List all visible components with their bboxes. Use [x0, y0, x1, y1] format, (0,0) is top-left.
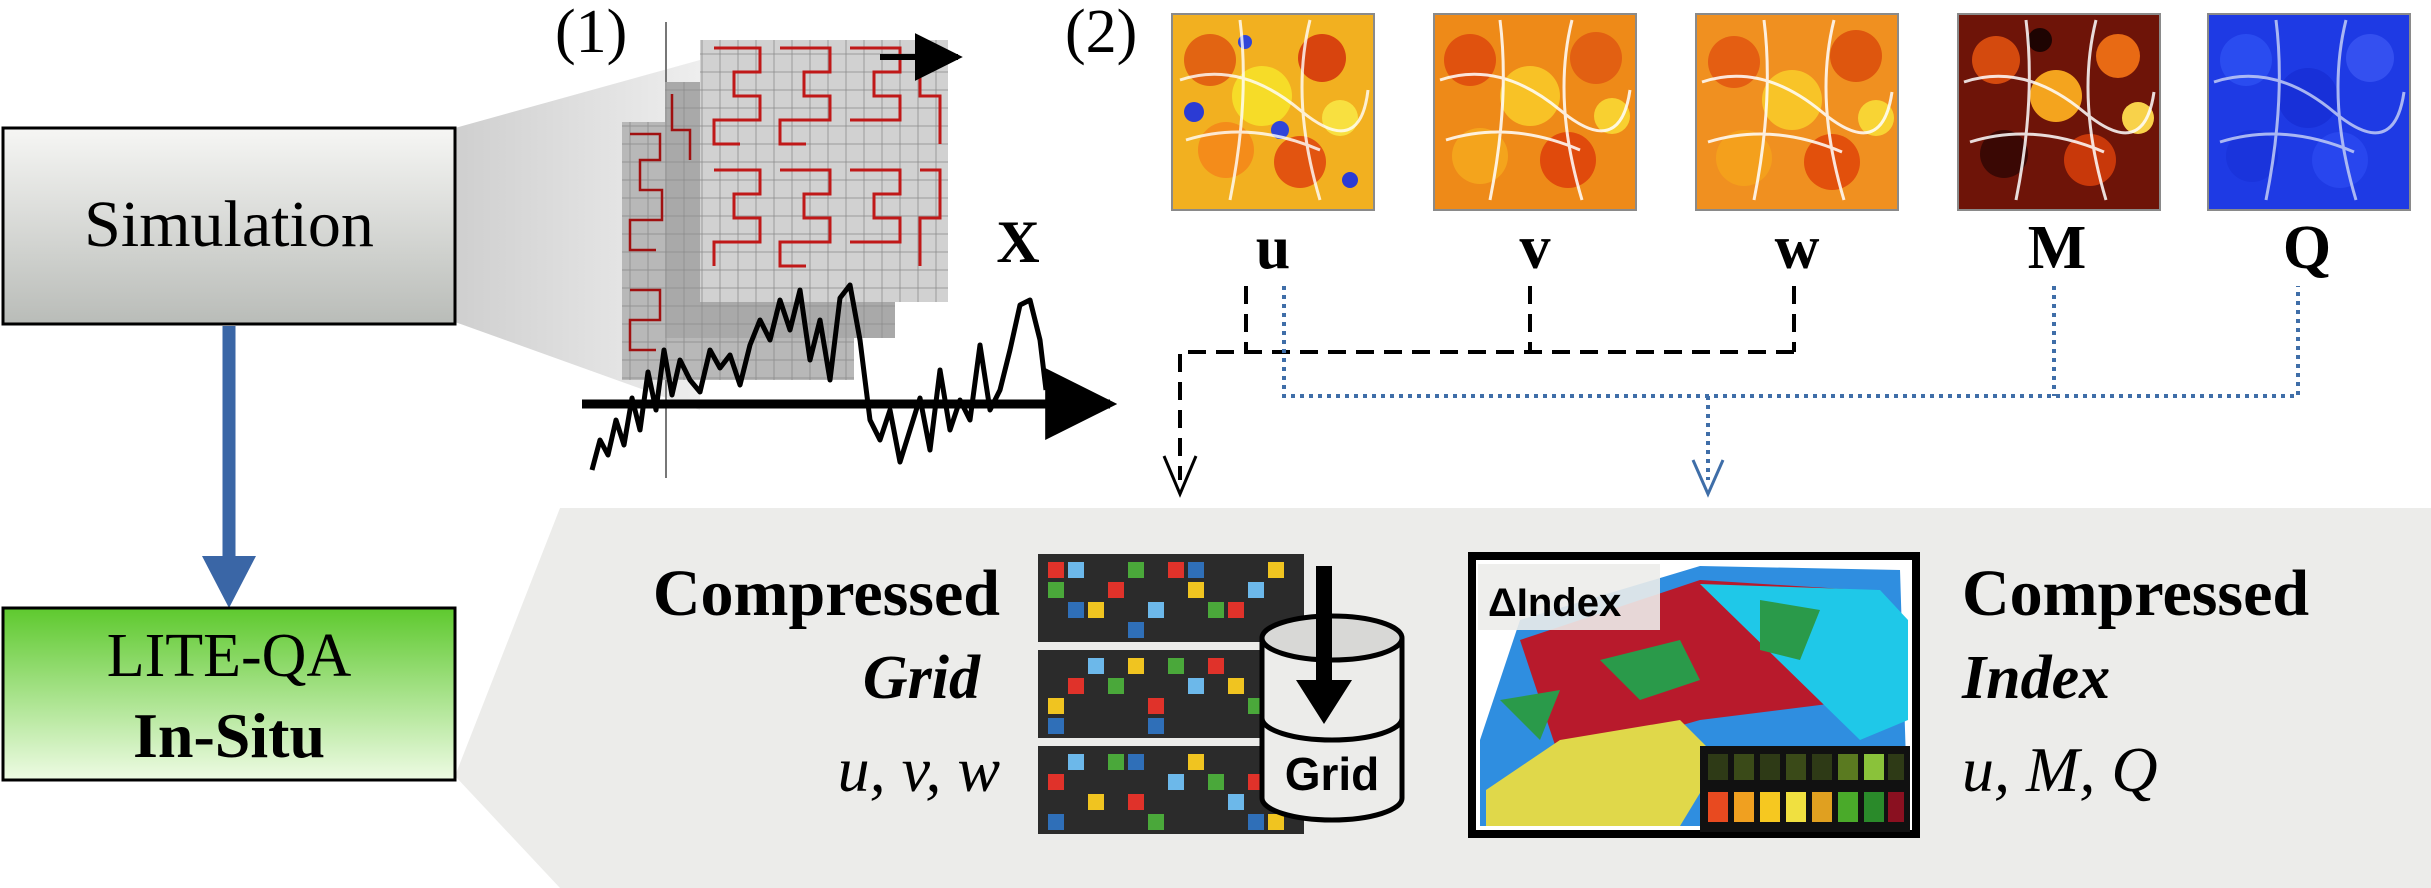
- field-label-v: v: [1520, 214, 1551, 282]
- field-label-M: M: [2028, 214, 2087, 282]
- liteqa-line1: LITE-QA: [107, 622, 352, 690]
- flow-arrowhead: [202, 556, 256, 608]
- field-label-w: w: [1775, 214, 1820, 282]
- grid-subtitle: Grid: [863, 644, 981, 712]
- field-thumbnail-w: [1695, 13, 1899, 211]
- grid-vars: u, v, w: [838, 734, 1001, 805]
- panel1-label: (1): [555, 0, 627, 66]
- panel2-label: (2): [1065, 0, 1137, 66]
- field-thumbnail-u: [1171, 13, 1375, 211]
- simulation-box: [1, 126, 457, 326]
- output-banner: [455, 508, 2431, 888]
- field-label-u: u: [1256, 214, 1290, 282]
- index-title: Compressed: [1962, 557, 2309, 630]
- compressed-index-image: [1468, 552, 1920, 838]
- hilbert-curve-back: [628, 94, 692, 352]
- grid-connector-arrowhead: [1162, 455, 1198, 498]
- grid-connector-dashed: [1178, 286, 1796, 480]
- index-subtitle: Index: [1961, 644, 2110, 712]
- simulation-label: Simulation: [84, 188, 374, 261]
- index-connector-arrowhead: [1691, 459, 1725, 498]
- field-thumbnail-M: [1957, 13, 2161, 211]
- index-connector-dotted: [1282, 286, 2300, 480]
- hilbert-curve: [712, 46, 942, 268]
- panel1-axis-label: X: [996, 209, 1039, 275]
- liteqa-box: [1, 606, 457, 782]
- grid-database-label: Grid: [1285, 748, 1380, 800]
- liteqa-line2: In-Situ: [133, 700, 325, 771]
- index-vars: u, M, Q: [1962, 734, 2158, 805]
- index-delta-label: ΔIndex: [1488, 581, 1621, 625]
- grid-title: Compressed: [653, 557, 1000, 630]
- field-thumbnail-Q: [2207, 13, 2411, 211]
- time-series-signal: [589, 282, 1049, 471]
- field-thumbnail-v: [1433, 13, 1637, 211]
- grid-database-icon: [1259, 566, 1405, 823]
- hilbert-grid-stack: [622, 40, 948, 380]
- field-label-Q: Q: [2283, 214, 2331, 282]
